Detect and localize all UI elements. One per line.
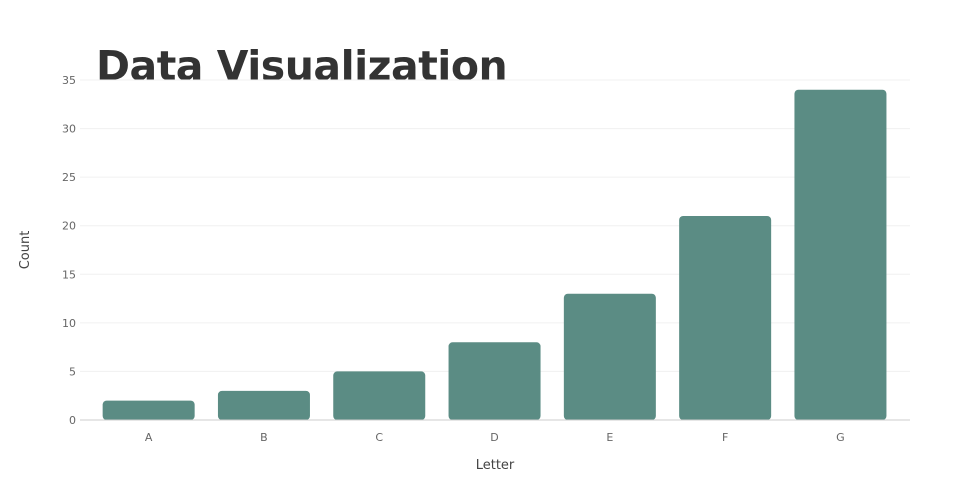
bar-B[interactable] xyxy=(217,390,310,420)
bar-G[interactable] xyxy=(794,89,887,420)
y-tick-label: 15 xyxy=(62,268,76,281)
x-tick-label: C xyxy=(375,431,383,444)
x-tick-label: B xyxy=(260,431,268,444)
y-tick-label: 10 xyxy=(62,317,76,330)
y-tick-label: 0 xyxy=(69,414,76,427)
y-tick-label: 35 xyxy=(62,74,76,87)
y-tick-label: 20 xyxy=(62,220,76,233)
bar-D[interactable] xyxy=(448,342,541,420)
bar-E[interactable] xyxy=(563,293,656,420)
chart-title: Data Visualization xyxy=(96,42,508,90)
x-tick-label: E xyxy=(606,431,613,444)
bar-C[interactable] xyxy=(333,371,426,420)
y-tick-label: 25 xyxy=(62,171,76,184)
y-tick-label: 30 xyxy=(62,123,76,136)
x-tick-label: F xyxy=(722,431,728,444)
y-tick-label: 5 xyxy=(69,365,76,378)
bar-A[interactable] xyxy=(102,400,195,420)
x-tick-label: A xyxy=(145,431,153,444)
bar-F[interactable] xyxy=(679,216,772,420)
y-axis-label: Count xyxy=(18,231,33,270)
x-axis-label: Letter xyxy=(476,458,515,473)
x-tick-label: D xyxy=(490,431,498,444)
x-tick-label: G xyxy=(836,431,845,444)
